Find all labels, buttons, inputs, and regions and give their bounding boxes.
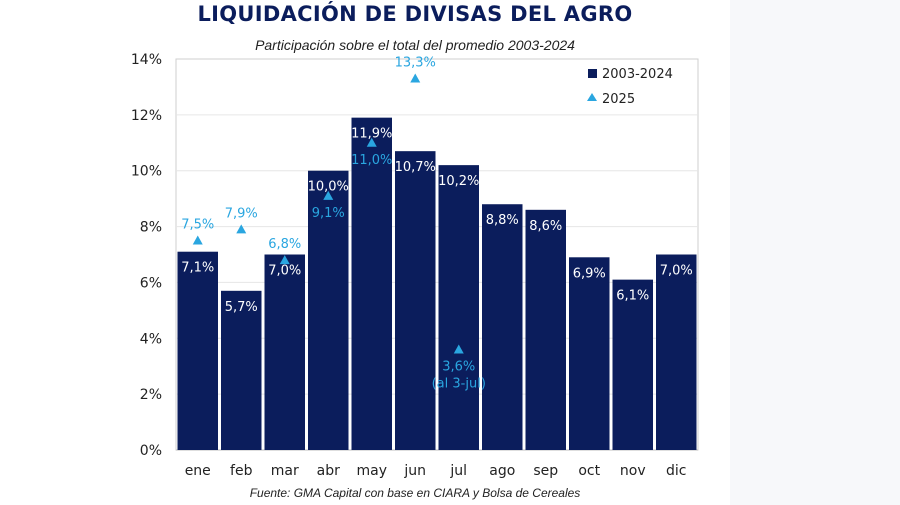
bar: [177, 251, 218, 450]
x-category-label: ago: [489, 463, 515, 479]
y-tick-label: 14%: [131, 52, 162, 68]
bar-value-label: 10,7%: [395, 160, 436, 175]
bar-value-label: 5,7%: [225, 300, 258, 315]
x-category-label: may: [356, 463, 387, 479]
marker-value-label: 7,5%: [181, 218, 214, 233]
marker-2025: [453, 344, 464, 354]
x-category-label: ene: [185, 463, 211, 479]
bar: [525, 209, 566, 450]
bar-value-label: 11,9%: [351, 127, 392, 142]
marker-2025: [366, 137, 377, 147]
x-category-label: feb: [230, 463, 253, 479]
marker-2025: [410, 73, 421, 83]
bar-value-label: 8,8%: [486, 213, 519, 228]
marker-2025: [323, 190, 334, 200]
legend-label-2025: 2025: [602, 92, 635, 107]
y-tick-label: 0%: [140, 443, 162, 459]
x-category-label: nov: [620, 463, 646, 479]
y-tick-label: 10%: [131, 164, 162, 180]
marker-series-2025: [192, 73, 464, 354]
bar-value-label: 7,1%: [181, 261, 214, 276]
legend: 2003-2024 2025: [587, 67, 673, 107]
background-panel: [730, 0, 900, 505]
bar: [351, 117, 392, 451]
legend-label-2003-2024: 2003-2024: [602, 67, 673, 82]
x-category-label: jul: [449, 463, 467, 479]
source-note: Fuente: GMA Capital con base en CIARA y …: [249, 486, 581, 500]
bar: [264, 254, 305, 450]
bar: [221, 290, 262, 450]
y-tick-label: 4%: [140, 331, 162, 347]
bar: [395, 151, 436, 450]
x-category-label: abr: [317, 463, 340, 479]
marker-value-label: 6,8%: [268, 237, 301, 252]
y-tick-label: 2%: [140, 387, 162, 403]
bar-value-label: 10,2%: [438, 174, 479, 189]
y-axis-ticks: 0% 2% 4% 6% 8% 10% 12% 14%: [131, 52, 162, 459]
bar: [656, 254, 697, 450]
marker-value-label: 3,6%: [442, 359, 475, 374]
annotations: (al 3-jul): [432, 376, 486, 391]
x-axis-categories: ene feb mar abr may jun jul ago sep oct nov dic: [185, 463, 687, 479]
chart-subtitle: Participación sobre el total del promedi…: [255, 37, 575, 53]
bar-value-label: 6,1%: [616, 289, 649, 304]
bar-value-label: 8,6%: [529, 219, 562, 234]
legend-swatch-2025: [587, 93, 597, 101]
marker-annotation: (al 3-jul): [432, 376, 486, 391]
x-category-label: mar: [271, 463, 299, 479]
bar: [569, 257, 610, 450]
x-category-label: sep: [533, 463, 558, 479]
legend-swatch-2003-2024: [588, 69, 597, 78]
bar-data-labels: 7,1% 5,7% 7,0% 10,0% 11,9% 10,7%10,2% 8,8% 8,6%…: [181, 127, 693, 315]
marker-2025: [236, 224, 247, 234]
y-tick-label: 6%: [140, 275, 162, 291]
bar: [482, 204, 523, 450]
bar: [308, 170, 349, 450]
bar-series-2003-2024: [177, 117, 697, 451]
y-tick-label: 8%: [140, 220, 162, 236]
marker-value-label: 7,9%: [225, 206, 258, 221]
marker-value-label: 11,0%: [351, 153, 392, 168]
marker-2025: [192, 235, 203, 245]
marker-value-label: 9,1%: [312, 206, 345, 221]
marker-2025: [279, 255, 290, 265]
bar-value-label: 7,0%: [660, 264, 693, 279]
chart-title: LIQUIDACIÓN DE DIVISAS DEL AGRO: [197, 2, 633, 26]
bar-value-label: 7,0%: [268, 264, 301, 279]
bar: [438, 165, 479, 450]
x-category-label: dic: [666, 463, 686, 479]
gridlines: [176, 114, 698, 395]
x-category-label: oct: [578, 463, 600, 479]
bar-value-label: 6,9%: [573, 266, 606, 281]
x-category-label: jun: [403, 463, 426, 479]
bar-value-label: 10,0%: [308, 180, 349, 195]
y-tick-label: 12%: [131, 108, 162, 124]
marker-value-label: 13,3%: [395, 56, 436, 71]
bar: [612, 279, 653, 450]
marker-data-labels: 7,5% 7,9% 6,8% 9,1% 11,0% 13,3% 3,6%: [181, 56, 475, 375]
